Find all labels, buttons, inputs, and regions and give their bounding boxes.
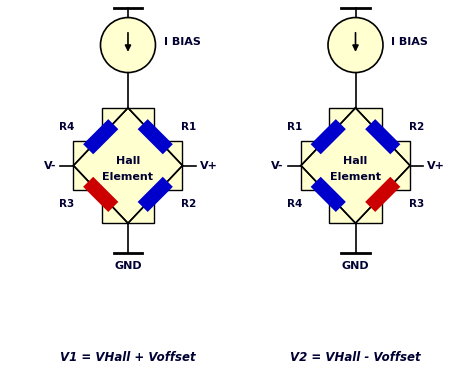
Polygon shape bbox=[301, 108, 410, 223]
Text: V+: V+ bbox=[427, 161, 445, 170]
Text: Hall: Hall bbox=[116, 156, 140, 166]
Ellipse shape bbox=[328, 17, 383, 73]
Text: R2: R2 bbox=[409, 122, 424, 132]
Polygon shape bbox=[137, 177, 173, 212]
Text: V1 = VHall + Voffset: V1 = VHall + Voffset bbox=[60, 352, 196, 364]
Text: V-: V- bbox=[44, 161, 56, 170]
Text: I BIAS: I BIAS bbox=[391, 37, 428, 47]
Text: Element: Element bbox=[102, 172, 154, 182]
Text: Hall: Hall bbox=[343, 156, 368, 166]
Polygon shape bbox=[137, 119, 173, 154]
Polygon shape bbox=[365, 177, 401, 212]
Polygon shape bbox=[365, 119, 401, 154]
Polygon shape bbox=[310, 119, 346, 154]
Polygon shape bbox=[301, 108, 410, 223]
Polygon shape bbox=[83, 119, 118, 154]
Text: I BIAS: I BIAS bbox=[164, 37, 201, 47]
Text: R1: R1 bbox=[181, 122, 197, 132]
Text: GND: GND bbox=[114, 261, 142, 271]
Text: V2 = VHall - Voffset: V2 = VHall - Voffset bbox=[290, 352, 421, 364]
Polygon shape bbox=[83, 177, 118, 212]
Text: V+: V+ bbox=[200, 161, 218, 170]
Ellipse shape bbox=[100, 17, 155, 73]
Text: R3: R3 bbox=[59, 199, 75, 209]
Text: GND: GND bbox=[342, 261, 369, 271]
Text: R4: R4 bbox=[59, 122, 75, 132]
Polygon shape bbox=[310, 177, 346, 212]
Text: Element: Element bbox=[330, 172, 381, 182]
Polygon shape bbox=[73, 108, 182, 223]
Polygon shape bbox=[73, 108, 182, 223]
Text: R3: R3 bbox=[409, 199, 424, 209]
Text: R1: R1 bbox=[287, 122, 302, 132]
Text: R2: R2 bbox=[181, 199, 197, 209]
Text: R4: R4 bbox=[287, 199, 302, 209]
Text: V-: V- bbox=[272, 161, 284, 170]
